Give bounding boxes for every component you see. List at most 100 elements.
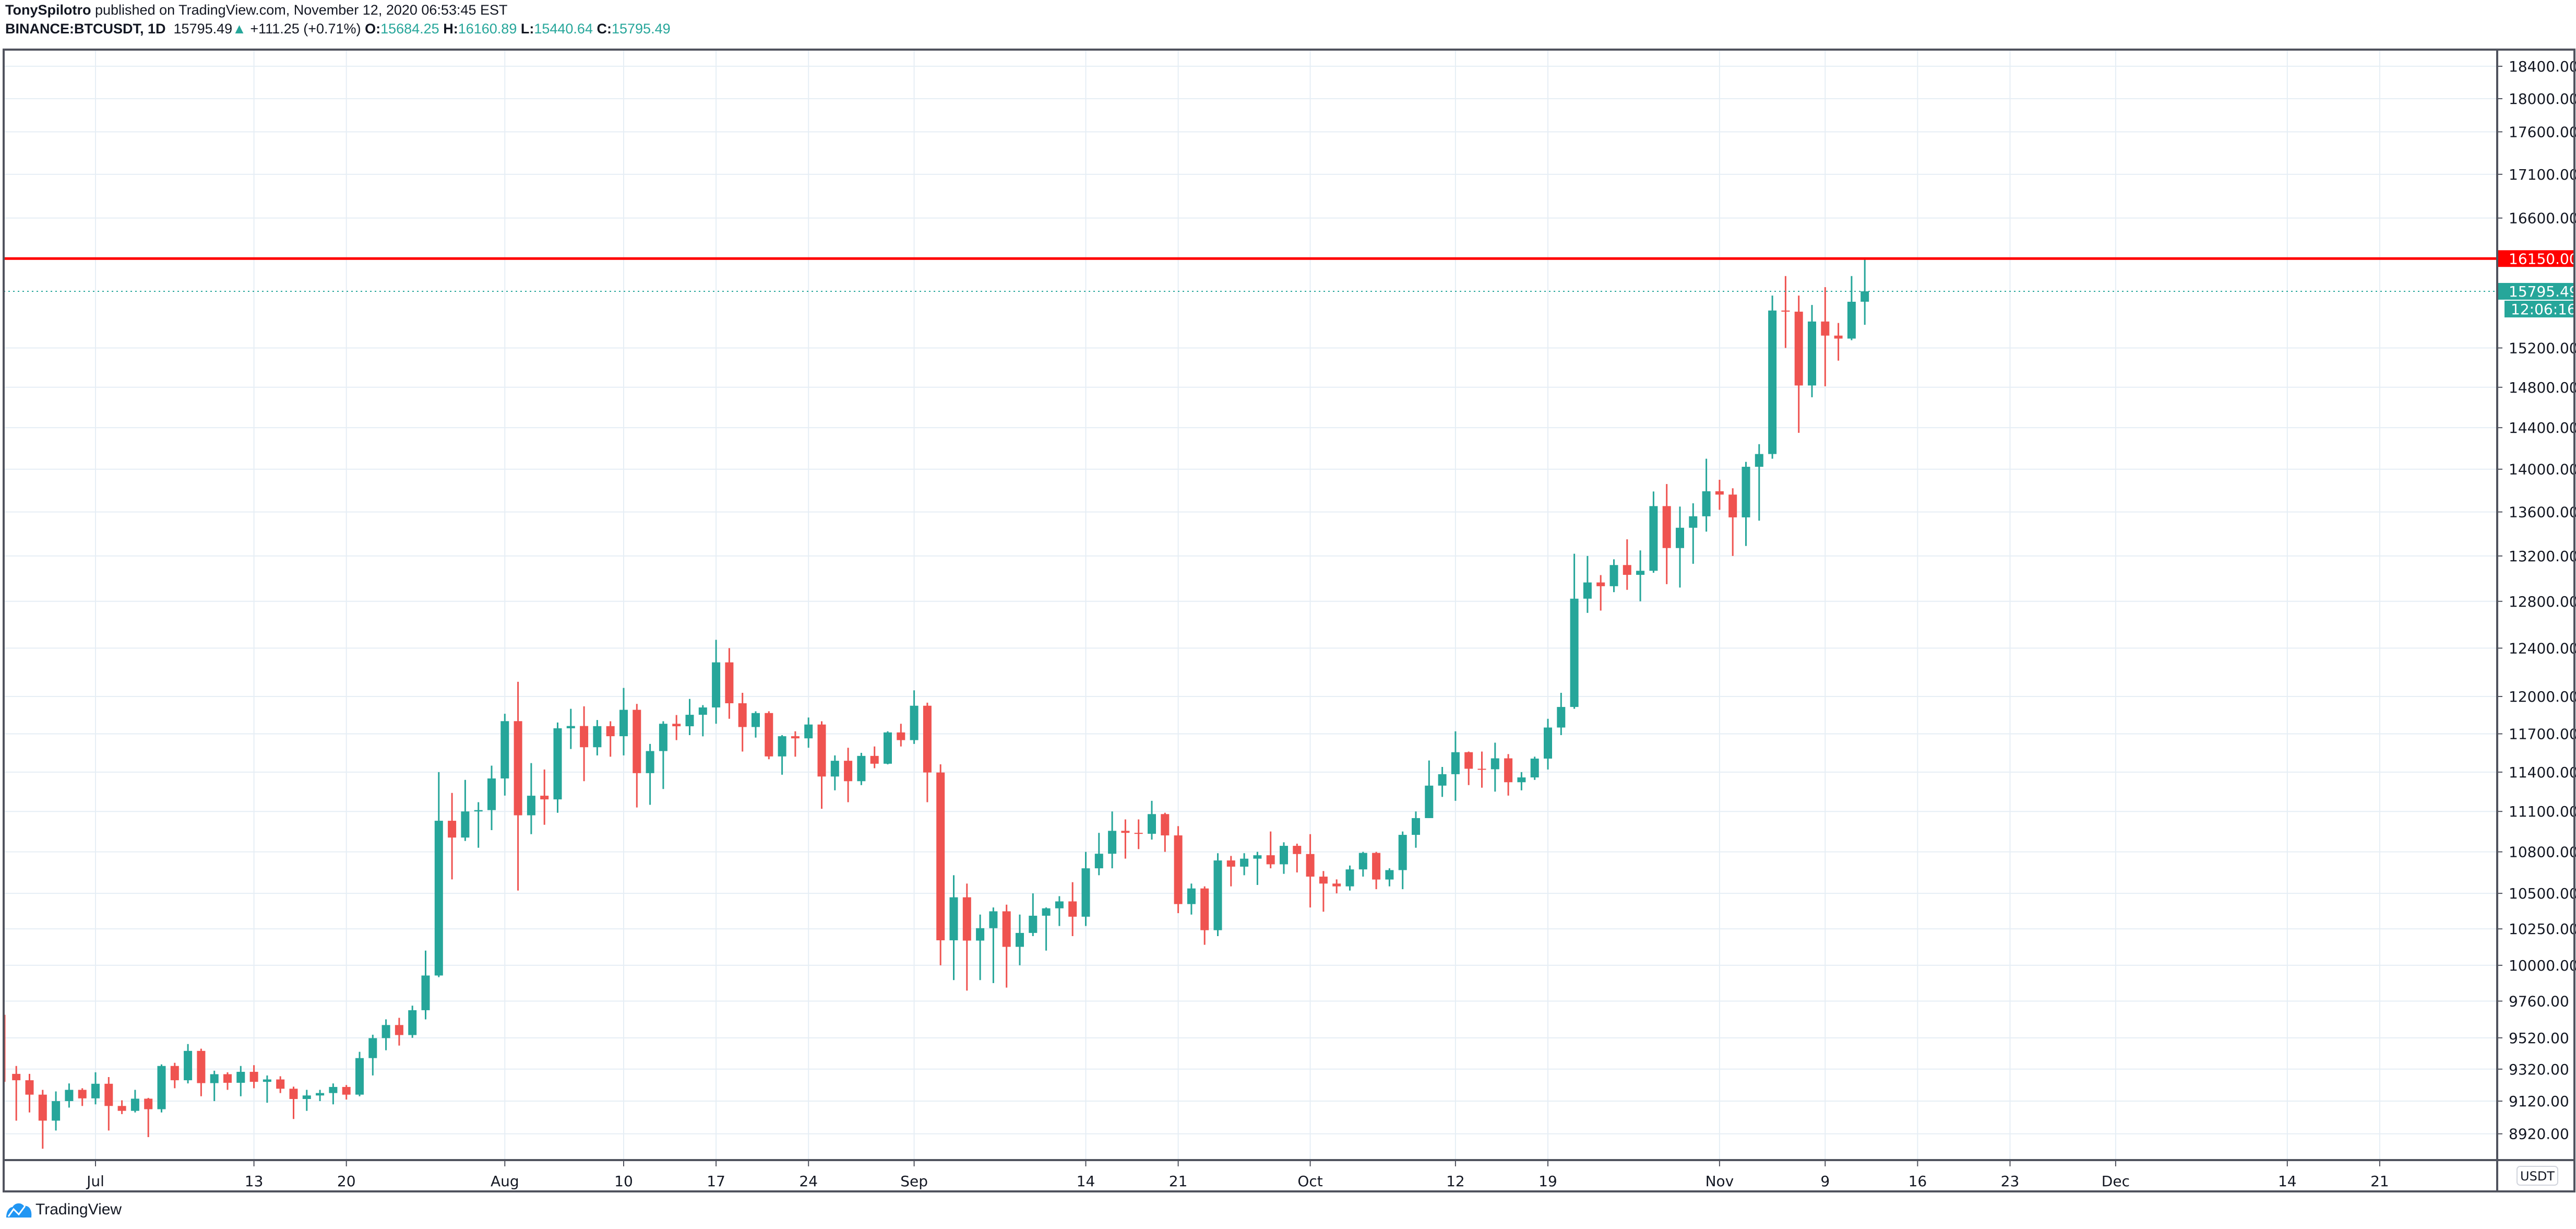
high-value: 16160.89 bbox=[458, 21, 517, 37]
candle bbox=[1412, 811, 1420, 848]
y-tick-label: 14800.00 bbox=[2509, 379, 2576, 396]
candle-body bbox=[1808, 321, 1816, 386]
high-label: H: bbox=[443, 21, 458, 37]
overlays bbox=[4, 257, 2497, 292]
candle-body bbox=[1596, 582, 1605, 586]
candle-body bbox=[1490, 758, 1499, 770]
candle bbox=[817, 721, 826, 809]
candle-body bbox=[1715, 491, 1724, 495]
candle-body bbox=[210, 1074, 219, 1083]
candle-body bbox=[184, 1050, 193, 1081]
x-tick-label: Jul bbox=[86, 1173, 104, 1190]
candle-body bbox=[25, 1080, 34, 1095]
candle-body bbox=[566, 726, 575, 728]
candle bbox=[329, 1083, 338, 1105]
candle bbox=[685, 699, 694, 735]
currency-button[interactable] bbox=[2517, 1166, 2558, 1186]
candle bbox=[302, 1090, 311, 1111]
candle-body bbox=[223, 1074, 232, 1083]
candle bbox=[117, 1100, 126, 1114]
candle bbox=[633, 704, 641, 808]
y-tick-label: 14000.00 bbox=[2509, 461, 2576, 478]
candle bbox=[738, 692, 747, 752]
candle bbox=[646, 743, 654, 805]
candle bbox=[1148, 800, 1156, 840]
price-axis[interactable]: 18400.00 18000.00 17600.00 17100.00 16600.00… bbox=[2497, 58, 2576, 1186]
candle-body bbox=[646, 751, 654, 773]
candle bbox=[619, 688, 628, 755]
y-tick-label: 13200.00 bbox=[2509, 548, 2576, 565]
candle-body bbox=[368, 1038, 377, 1058]
y-tick-label: 9120.00 bbox=[2509, 1093, 2569, 1110]
y-tick-label: 11400.00 bbox=[2509, 764, 2576, 781]
candle bbox=[1306, 834, 1315, 908]
author-name: TonySpilotro bbox=[5, 2, 91, 18]
candle bbox=[1253, 852, 1262, 885]
candle bbox=[725, 648, 734, 719]
time-axis[interactable]: Jul 13 20 Aug 10 17 24 Sep 14 21 Oct 12 19 Nov 9 16 23 De… bbox=[86, 1160, 2389, 1190]
candle bbox=[381, 1019, 390, 1050]
candle-body bbox=[1768, 310, 1777, 454]
candle bbox=[1055, 896, 1064, 926]
candle-body bbox=[1504, 758, 1513, 783]
candles bbox=[4, 257, 1869, 1149]
candle bbox=[408, 1006, 417, 1038]
candle bbox=[1042, 907, 1051, 951]
candle-body bbox=[1134, 833, 1143, 834]
candle bbox=[1464, 751, 1473, 785]
candle bbox=[1689, 503, 1698, 564]
candle bbox=[1200, 886, 1209, 945]
candle-body bbox=[381, 1025, 390, 1038]
candle bbox=[870, 746, 879, 769]
candle bbox=[830, 755, 839, 790]
candle bbox=[276, 1076, 285, 1093]
candle bbox=[1596, 575, 1605, 611]
candle bbox=[1490, 742, 1499, 792]
candle bbox=[884, 731, 892, 765]
candle-body bbox=[170, 1066, 179, 1081]
y-tick-label: 18400.00 bbox=[2509, 58, 2576, 75]
candle bbox=[65, 1083, 74, 1108]
candle bbox=[962, 883, 971, 991]
y-tick-label: 10800.00 bbox=[2509, 844, 2576, 861]
tradingview-logo[interactable]: TradingView bbox=[5, 1201, 122, 1219]
candle-body bbox=[91, 1083, 100, 1098]
candle bbox=[368, 1034, 377, 1076]
x-tick-label: 24 bbox=[799, 1173, 818, 1190]
candle-body bbox=[1583, 582, 1592, 599]
y-tick-label: 9760.00 bbox=[2509, 993, 2569, 1010]
candle-body bbox=[1438, 774, 1447, 786]
candle bbox=[474, 802, 483, 848]
candle-body bbox=[870, 755, 879, 764]
candle-body bbox=[738, 703, 747, 727]
currency-label: USDT bbox=[2520, 1169, 2555, 1184]
candle bbox=[712, 640, 721, 724]
candle-body bbox=[302, 1095, 311, 1100]
candle-body bbox=[1042, 908, 1051, 916]
candle bbox=[1715, 479, 1724, 510]
candle-body bbox=[1530, 758, 1539, 778]
candle bbox=[184, 1044, 193, 1084]
candle bbox=[289, 1086, 298, 1119]
chart-border bbox=[3, 49, 2575, 1192]
candle-body bbox=[1755, 454, 1763, 467]
candle-body bbox=[633, 710, 641, 773]
y-tick-label: 15200.00 bbox=[2509, 339, 2576, 357]
candle-body bbox=[1358, 853, 1367, 870]
candle-body bbox=[355, 1058, 364, 1095]
candle bbox=[1016, 914, 1024, 965]
candle bbox=[130, 1090, 139, 1113]
x-tick-label: 14 bbox=[1077, 1173, 1095, 1190]
candle-body bbox=[949, 897, 958, 941]
candle-body bbox=[765, 713, 773, 757]
candle bbox=[1676, 506, 1684, 588]
x-tick-label: 21 bbox=[1169, 1173, 1188, 1190]
candle-body bbox=[1306, 854, 1315, 877]
candle-body bbox=[976, 928, 985, 941]
candle-body bbox=[1742, 467, 1750, 517]
candle bbox=[580, 706, 589, 782]
candle bbox=[1544, 718, 1552, 770]
candle bbox=[1821, 287, 1830, 386]
candle-body bbox=[685, 715, 694, 727]
